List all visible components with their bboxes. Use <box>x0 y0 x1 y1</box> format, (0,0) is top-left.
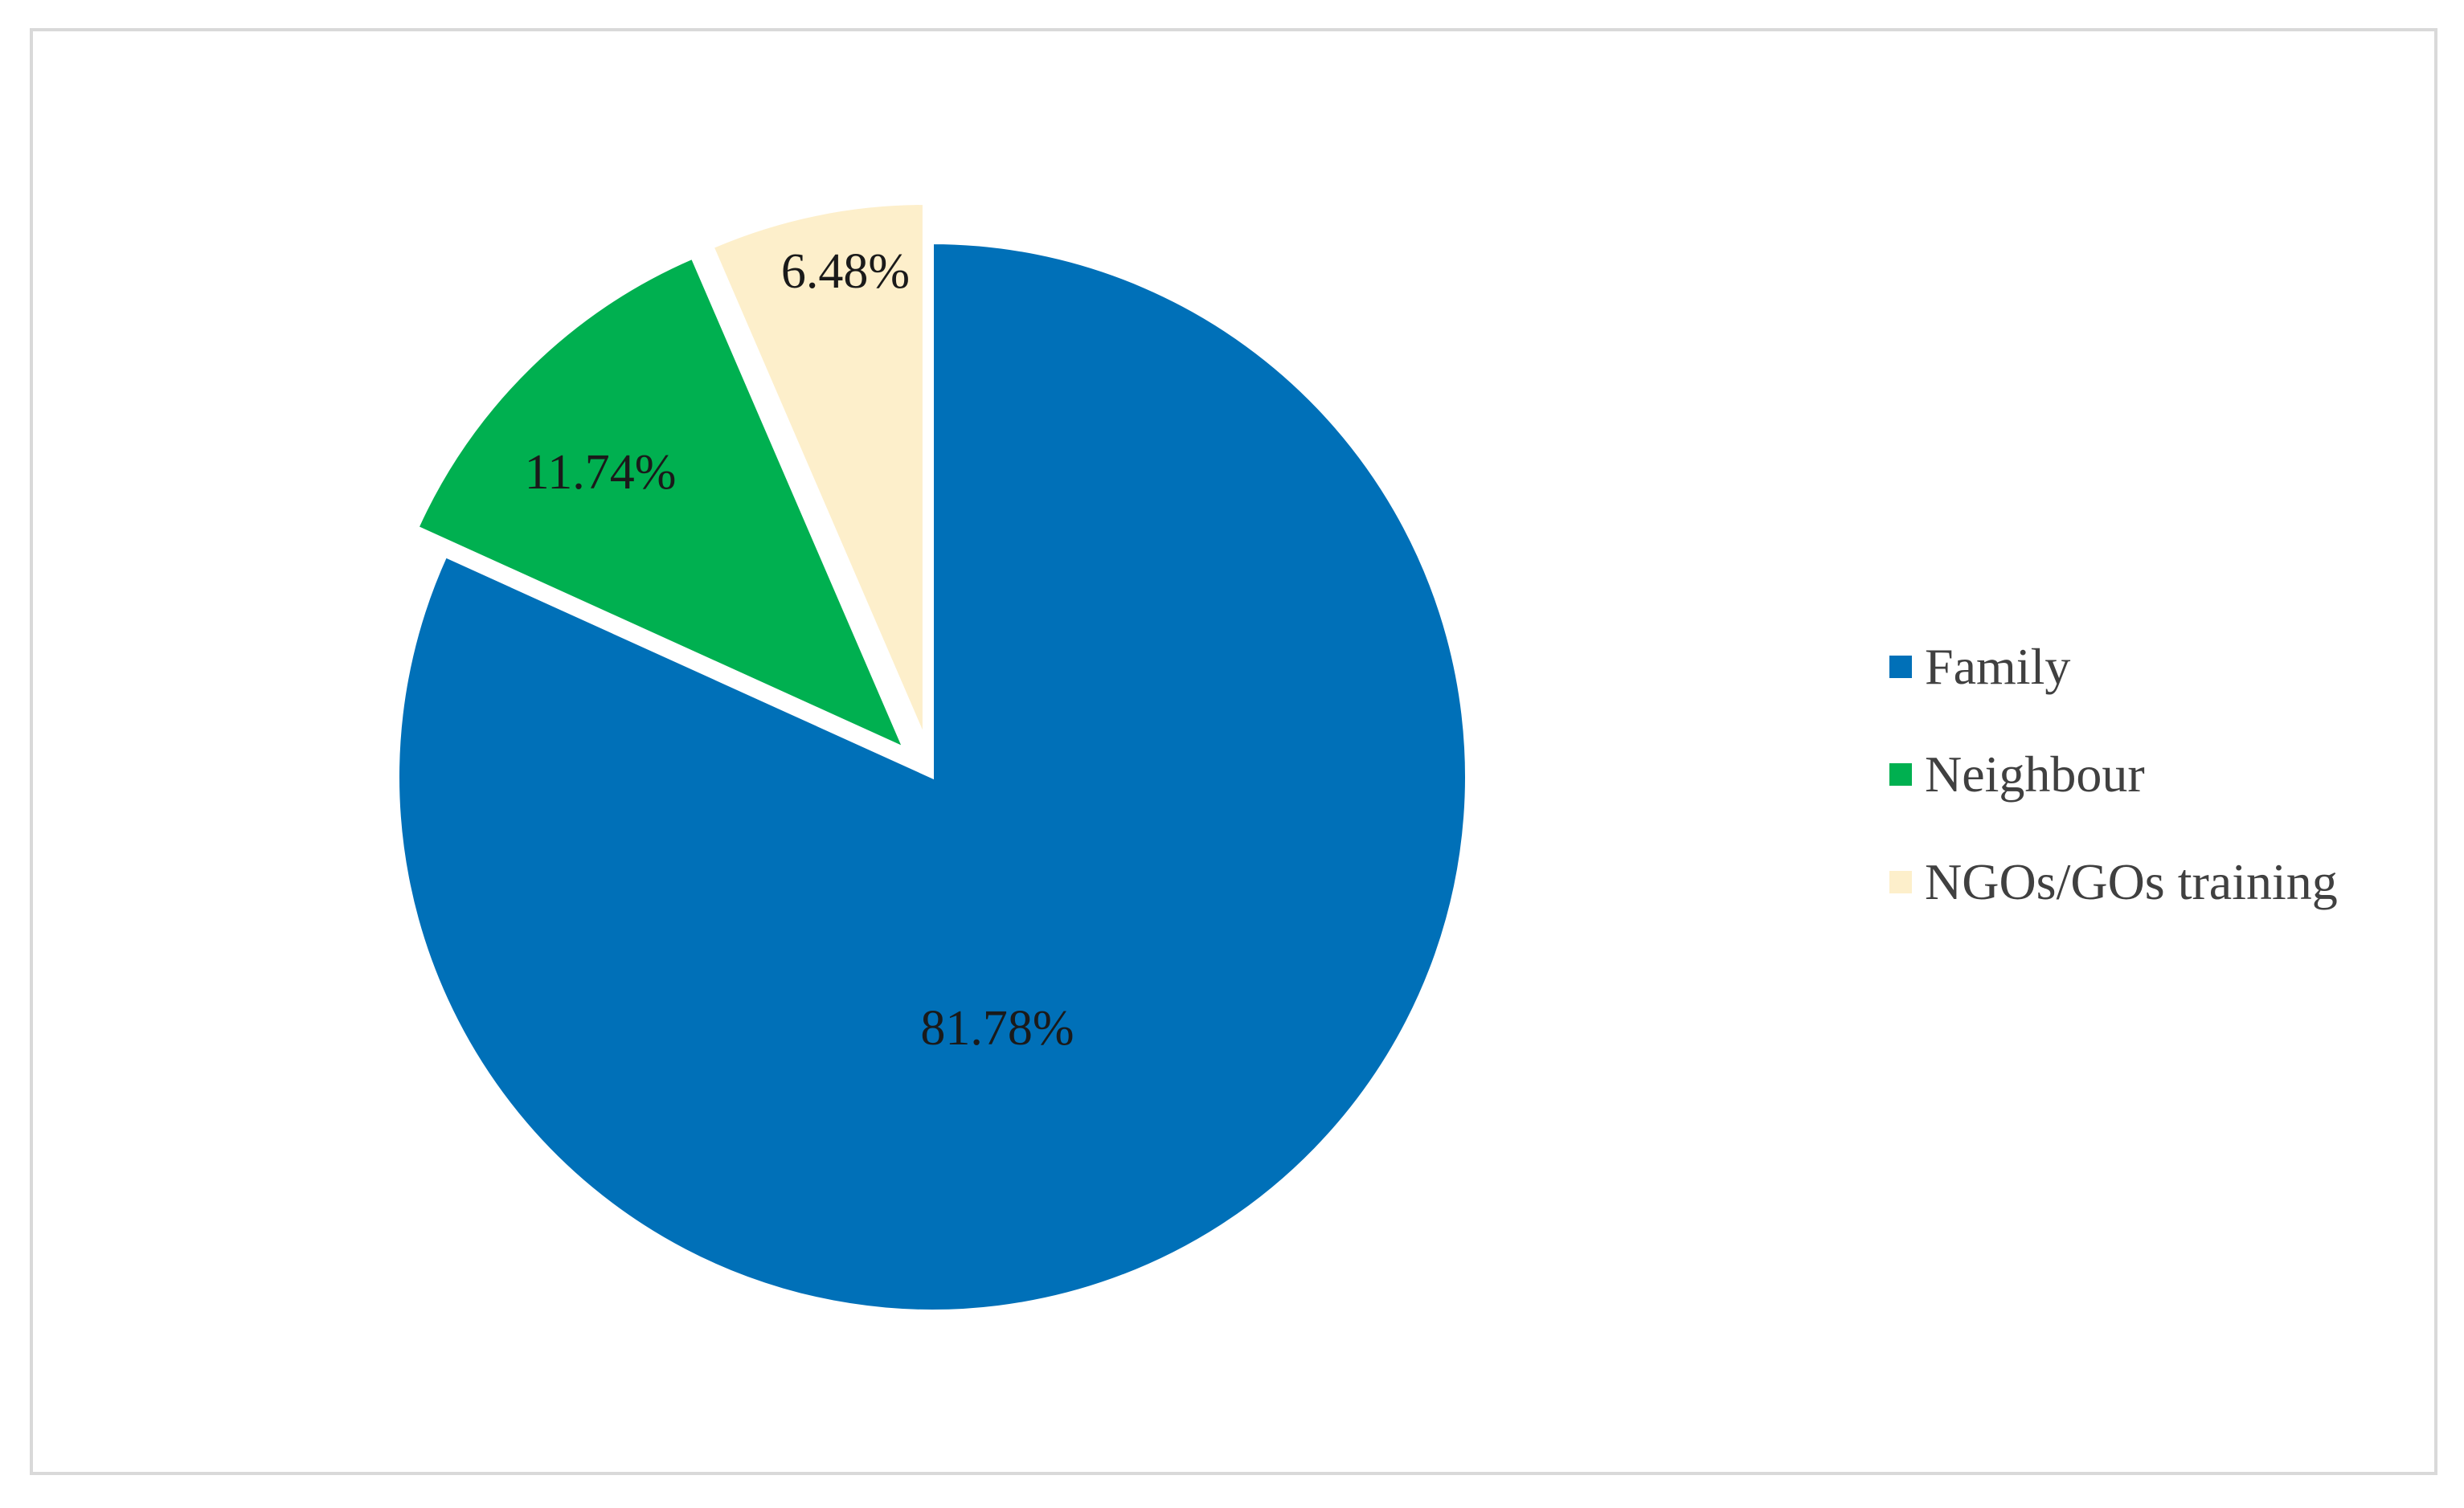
legend: Family Neighbour NGOs/GOs training <box>1889 640 2338 963</box>
legend-label-family: Family <box>1925 638 2071 695</box>
legend-item-family: Family <box>1889 640 2338 693</box>
data-label-family: 81.78% <box>920 1001 1074 1056</box>
legend-item-ngos-gos-training: NGOs/GOs training <box>1889 856 2338 909</box>
pie-slice-ngos-gos-training <box>710 202 926 738</box>
legend-label-ngos-gos-training: NGOs/GOs training <box>1925 853 2338 910</box>
data-label-ngos-gos-training: 6.48% <box>781 244 910 299</box>
pie-slice-neighbour <box>415 255 907 752</box>
legend-swatch-neighbour <box>1889 763 1912 786</box>
legend-label-neighbour: Neighbour <box>1925 746 2145 803</box>
pie-chart: 81.78% 11.74% 6.48% <box>396 202 1468 1313</box>
legend-item-neighbour: Neighbour <box>1889 748 2338 801</box>
chart-frame: 81.78% 11.74% 6.48% Family Neighbour NGOs/… <box>30 28 2437 1475</box>
data-label-neighbour: 11.74% <box>525 445 677 500</box>
legend-swatch-ngos-gos-training <box>1889 871 1912 893</box>
pie-slice-family <box>396 240 1468 1313</box>
legend-swatch-family <box>1889 656 1912 678</box>
